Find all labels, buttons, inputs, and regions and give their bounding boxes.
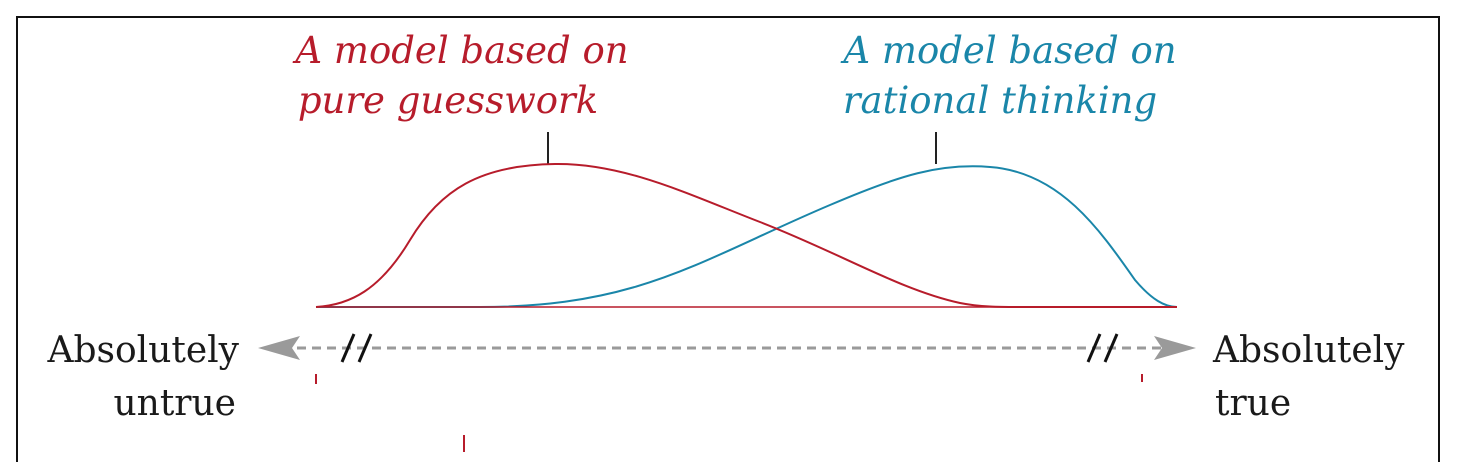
left-curve-title-line1: A model based on — [292, 29, 628, 72]
axis-left-label-line2: untrue — [113, 383, 236, 424]
axis-left-label-line1: Absolutely — [46, 330, 239, 371]
axis-right-label-line2: true — [1215, 383, 1291, 424]
right-curve-title-line2: rational thinking — [843, 79, 1157, 122]
axis-right-arrowhead — [1154, 336, 1196, 360]
guesswork-curve — [315, 162, 1177, 308]
axis-right-label-line1: Absolutely — [1212, 330, 1405, 371]
rational-thinking-curve — [316, 165, 1178, 308]
axis-left-arrowhead — [258, 336, 300, 360]
axis-break-right — [1086, 333, 1119, 363]
left-curve-title-line2: pure guesswork — [298, 79, 598, 122]
diagram-frame — [16, 16, 1440, 462]
right-curve-title-line1: A model based on — [840, 29, 1176, 72]
axis-break-left — [340, 333, 373, 363]
